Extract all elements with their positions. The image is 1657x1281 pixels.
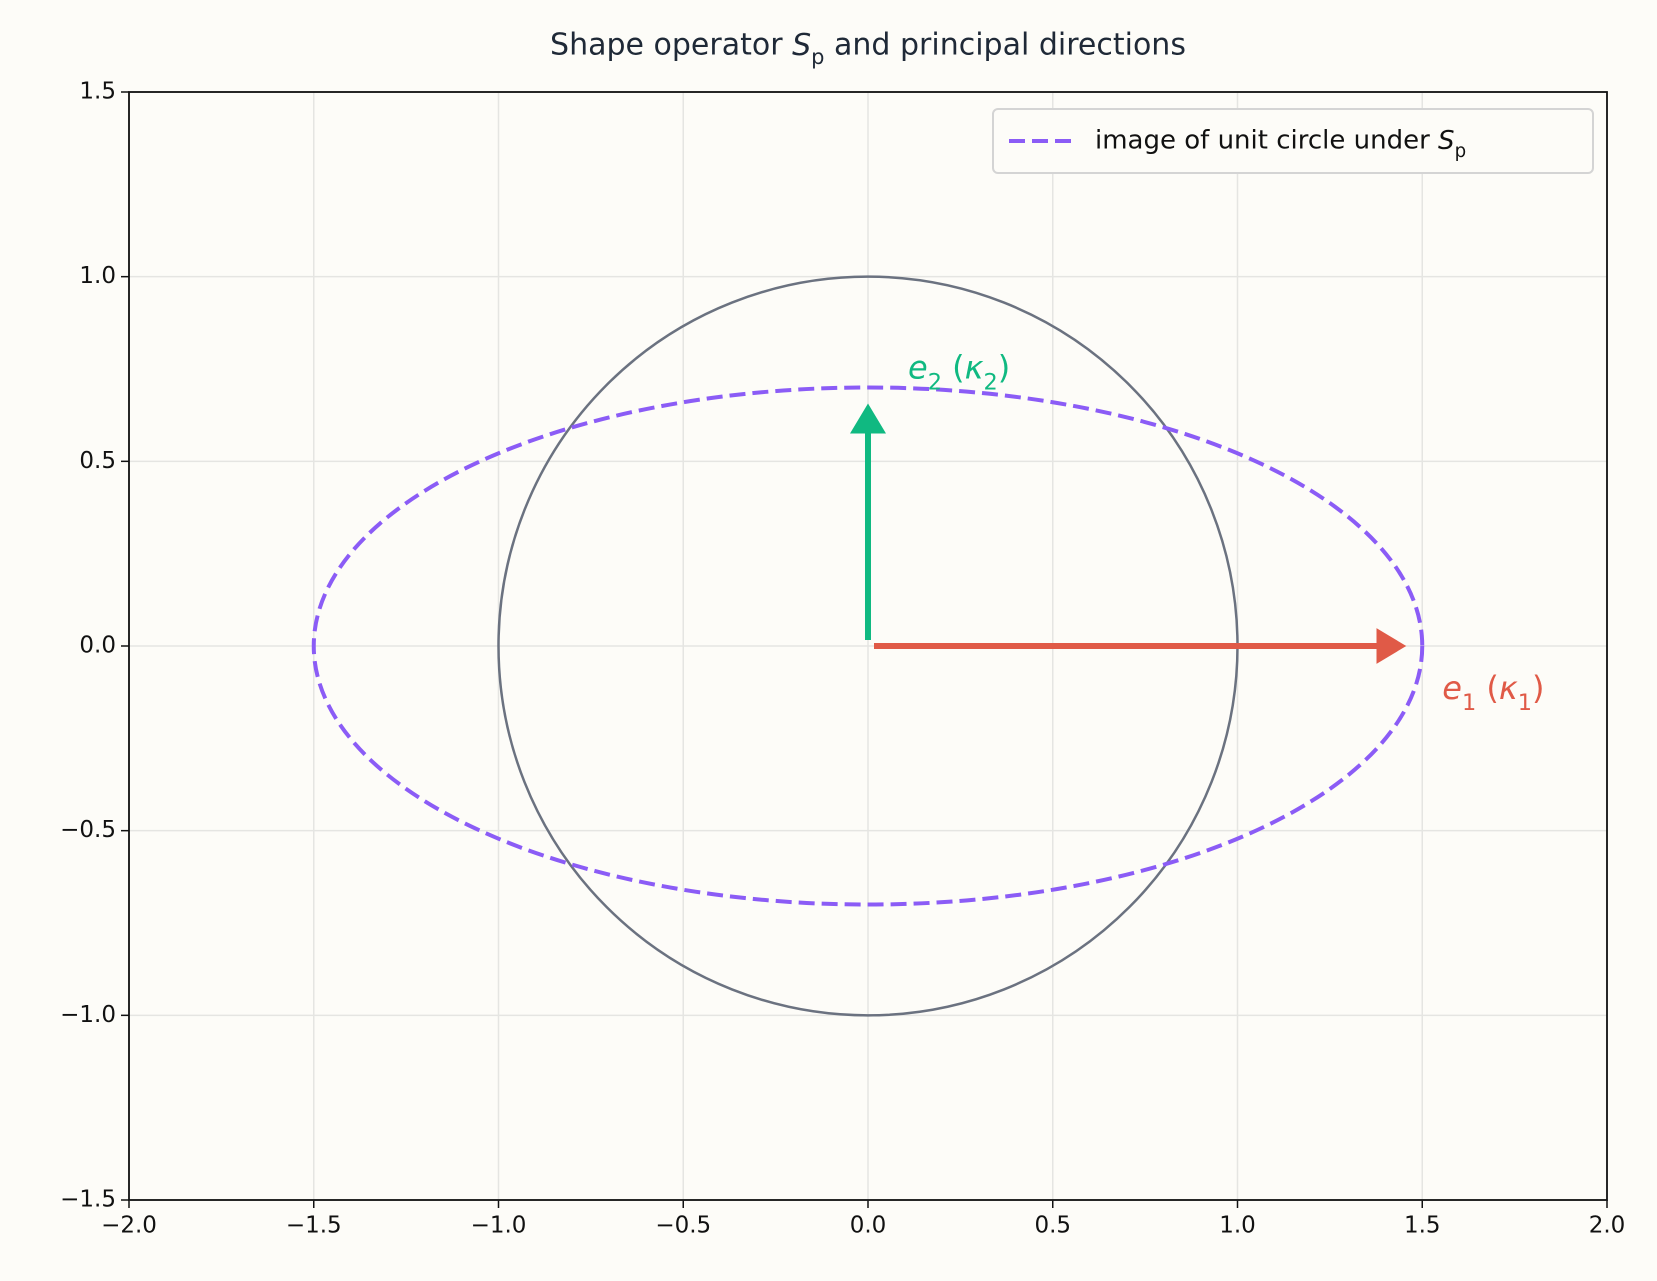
y-tick-label: 1.5 [79,79,116,105]
x-tick-label: 2.0 [1589,1213,1626,1239]
y-tick-label: 1.0 [79,263,116,289]
y-tick-label: 0.0 [79,633,116,659]
plot-frame [128,91,1608,1201]
y-tick-label: 0.5 [79,448,116,474]
y-tick-label: −1.0 [60,1002,116,1028]
x-tick-label: 0.0 [850,1213,887,1239]
legend-box [992,108,1594,174]
x-tick-label: 1.0 [1219,1213,1256,1239]
y-tick-label: −1.5 [60,1187,116,1213]
y-tick-label: −0.5 [60,817,116,843]
x-tick-label: 0.5 [1034,1213,1071,1239]
x-tick-label: 1.5 [1404,1213,1441,1239]
x-tick-label: −1.5 [286,1213,342,1239]
image-ellipse [311,385,1425,907]
x-tick-label: −2.0 [101,1213,157,1239]
chart-title: Shape operator Sp and principal directio… [550,28,1186,70]
x-tick-label: −1.0 [471,1213,527,1239]
x-tick-label: −0.5 [655,1213,711,1239]
